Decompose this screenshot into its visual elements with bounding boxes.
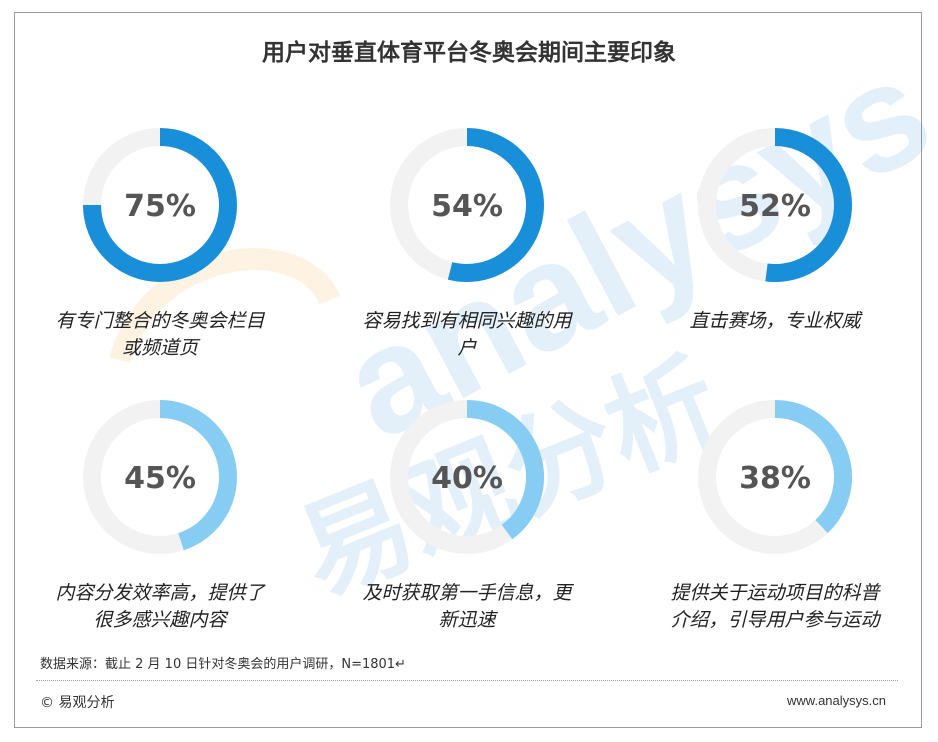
category-label-line: 户 [457,337,477,359]
donut-arc [159,400,237,551]
donut-value-label: 38% [739,461,811,496]
category-label-line: 很多感兴趣内容 [93,609,227,631]
donut-value-label: 52% [739,189,811,224]
category-label-line: 及时获取第一手信息，更 [362,582,572,604]
category-label-line: 有专门整合的冬奥会栏目 [55,310,265,332]
category-label: 直击赛场，专业权威 [635,308,915,335]
footer-divider [36,680,898,681]
footer-logo: © 易观分析 [40,695,115,711]
donut-value-label: 45% [124,461,196,496]
category-label-line: 或频道页 [121,337,198,359]
category-label: 提供关于运动项目的科普 介绍，引导用户参与运动 [635,580,915,634]
donut-arc [774,400,852,534]
chart-title: 用户对垂直体育平台冬奥会期间主要印象 [262,40,676,66]
donut-value-label: 54% [431,189,503,224]
category-label-line: 内容分发效率高，提供了 [55,582,265,604]
category-label: 有专门整合的冬奥会栏目 或频道页 [20,308,300,362]
data-source-note: 数据来源：截止 2 月 10 日针对冬奥会的用户调研，N=1801↵ [40,657,406,672]
donut-arc [447,128,544,282]
donut-value-label: 40% [431,461,503,496]
footer-website: www.analysys.cn [787,693,886,708]
category-label: 容易找到有相同兴趣的用户 [327,308,607,362]
category-label-line: 直击赛场，专业权威 [689,310,861,332]
category-label-line: 容易找到有相同兴趣的用 [362,310,572,332]
category-label-line: 提供关于运动项目的科普 [670,582,880,604]
category-label: 内容分发效率高，提供了 很多感兴趣内容 [20,580,300,634]
donut-value-label: 75% [124,189,196,224]
donut-arc [83,128,237,282]
donut-arc [466,400,544,540]
category-label: 及时获取第一手信息，更 新迅速 [327,580,607,634]
category-label-line: 新迅速 [438,609,496,631]
donut-arc [765,128,852,282]
category-label-line: 介绍，引导用户参与运动 [670,609,880,631]
